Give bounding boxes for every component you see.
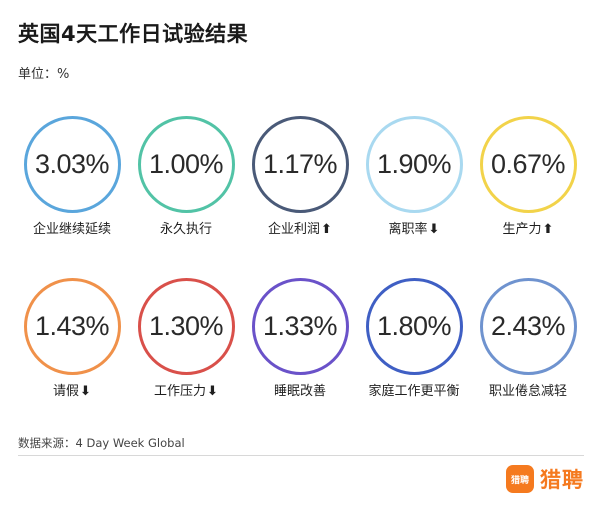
metric-label: 生产力⬆ bbox=[473, 218, 583, 237]
metric-item: 1.90% 离职率⬇ bbox=[359, 116, 469, 237]
metric-value: 1.90% bbox=[376, 149, 452, 179]
brand-name: 猎聘 bbox=[540, 468, 584, 492]
arrow-up-icon: ⬆ bbox=[542, 222, 554, 237]
metric-item: 1.30% 工作压力⬇ bbox=[131, 278, 241, 399]
metric-label-text: 永久执行 bbox=[159, 222, 212, 237]
metric-ring: 1.43% bbox=[23, 278, 121, 375]
metric-item: 2.43% 职业倦怠减轻 bbox=[473, 278, 583, 399]
metric-label: 离职率⬇ bbox=[359, 218, 469, 237]
metric-label-text: 企业继续延续 bbox=[32, 222, 111, 237]
metric-item: 1.43% 请假⬇ bbox=[17, 278, 127, 399]
metric-ring: 1.33% bbox=[251, 278, 349, 375]
metric-value: 3.03% bbox=[34, 149, 110, 179]
metric-item: 0.67% 生产力⬆ bbox=[473, 116, 583, 237]
arrow-up-icon: ⬆ bbox=[321, 222, 332, 237]
metric-label-text: 请假 bbox=[53, 384, 80, 399]
metric-item: 1.33% 睡眠改善 bbox=[245, 278, 355, 399]
metric-label-text: 生产力 bbox=[502, 222, 542, 237]
arrow-down-icon: ⬇ bbox=[207, 384, 218, 399]
metric-value: 1.33% bbox=[262, 311, 338, 341]
metric-label-text: 企业利润 bbox=[268, 222, 321, 237]
metric-value: 1.17% bbox=[262, 149, 338, 179]
metric-label-text: 离职率 bbox=[388, 222, 428, 237]
divider bbox=[18, 455, 584, 456]
metric-label: 家庭工作更平衡 bbox=[359, 380, 469, 399]
metric-item: 1.00% 永久执行 bbox=[131, 116, 241, 237]
metric-value: 1.43% bbox=[34, 311, 110, 341]
metric-item: 1.80% 家庭工作更平衡 bbox=[359, 278, 469, 399]
metric-label: 永久执行 bbox=[131, 218, 241, 237]
metric-item: 1.17% 企业利润⬆ bbox=[245, 116, 355, 237]
metric-ring: 1.17% bbox=[251, 116, 349, 213]
metric-ring: 1.80% bbox=[365, 278, 463, 375]
metric-label-text: 睡眠改善 bbox=[273, 384, 326, 399]
metric-item: 3.03% 企业继续延续 bbox=[17, 116, 127, 237]
metric-ring: 1.30% bbox=[137, 278, 235, 375]
metric-label: 企业继续延续 bbox=[17, 218, 127, 237]
chart-title: 英国4天工作日试验结果 bbox=[18, 22, 249, 46]
metric-value: 1.00% bbox=[148, 149, 224, 179]
metric-label: 请假⬇ bbox=[17, 380, 127, 399]
metric-label: 企业利润⬆ bbox=[245, 218, 355, 237]
source-note: 数据来源：4 Day Week Global bbox=[18, 436, 185, 450]
metric-label: 职业倦怠减轻 bbox=[473, 380, 583, 399]
metric-label: 睡眠改善 bbox=[245, 380, 355, 399]
metric-label-text: 职业倦怠减轻 bbox=[488, 384, 567, 399]
metric-value: 2.43% bbox=[490, 311, 566, 341]
brand-logo-icon: 猎聘 bbox=[506, 465, 534, 493]
metric-value: 0.67% bbox=[490, 149, 566, 179]
metric-label-text: 工作压力 bbox=[154, 384, 207, 399]
metric-label-text: 家庭工作更平衡 bbox=[368, 384, 460, 399]
metric-ring: 1.90% bbox=[365, 116, 463, 213]
arrow-down-icon: ⬇ bbox=[80, 384, 91, 399]
metric-ring: 0.67% bbox=[479, 116, 577, 213]
metric-value: 1.30% bbox=[148, 311, 224, 341]
metric-ring: 1.00% bbox=[137, 116, 235, 213]
brand: 猎聘 猎聘 bbox=[506, 464, 584, 494]
metric-value: 1.80% bbox=[376, 311, 452, 341]
metric-label: 工作压力⬇ bbox=[131, 380, 241, 399]
metric-ring: 3.03% bbox=[23, 116, 121, 213]
unit-label: 单位：% bbox=[18, 67, 70, 82]
arrow-down-icon: ⬇ bbox=[428, 222, 440, 237]
metric-ring: 2.43% bbox=[479, 278, 577, 375]
